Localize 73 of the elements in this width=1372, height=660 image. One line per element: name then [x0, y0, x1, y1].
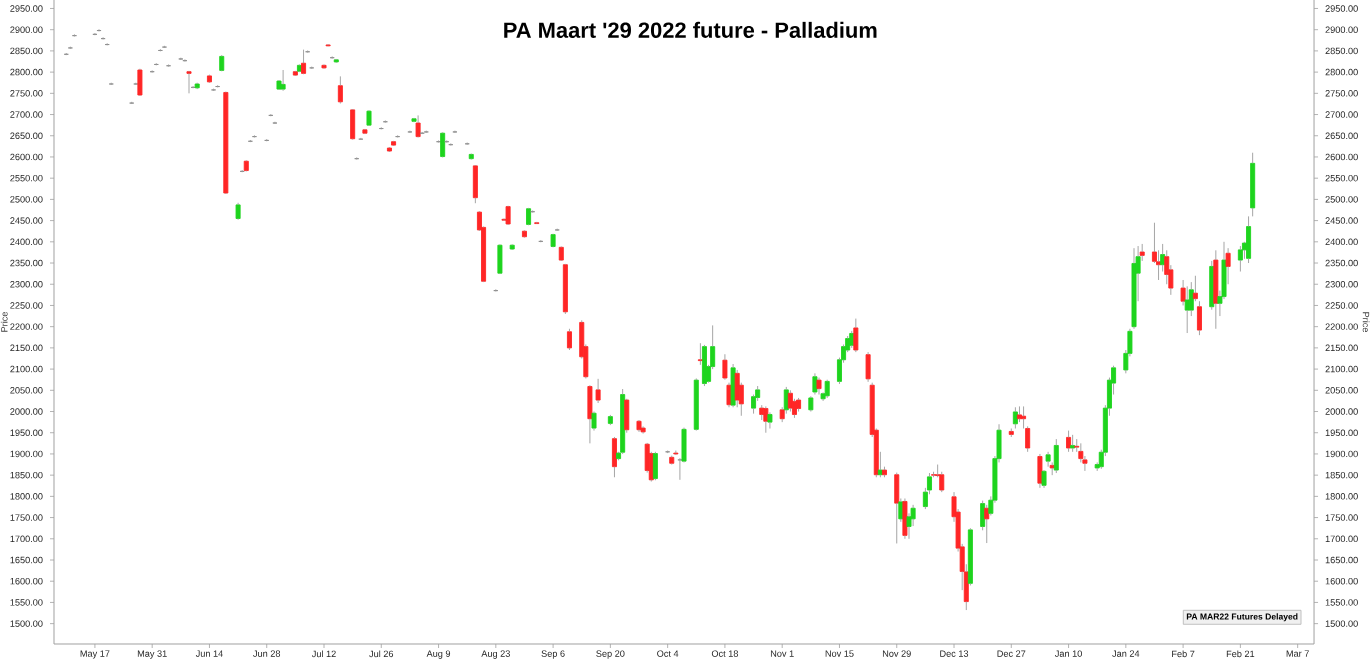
candlestick [812, 372, 818, 395]
candlestick [1164, 249, 1170, 285]
candlestick [472, 165, 478, 204]
candlestick [1221, 241, 1227, 300]
candlestick [845, 335, 851, 353]
candlestick [755, 385, 761, 402]
candlestick [280, 69, 286, 92]
candlestick [763, 405, 769, 434]
candlestick [550, 234, 556, 247]
candlestick [796, 397, 802, 412]
candlestick [509, 244, 515, 250]
candlestick [1213, 249, 1219, 330]
candlestick [607, 414, 613, 426]
candlestick [853, 318, 859, 353]
candlestick [816, 377, 822, 395]
candlestick [734, 369, 740, 408]
candlestick [1045, 451, 1051, 468]
candlestick [1070, 434, 1076, 453]
candlestick [505, 206, 511, 225]
candlestick [337, 75, 343, 104]
candlestick [366, 110, 372, 126]
candlestick [526, 208, 532, 225]
candlestick [1066, 430, 1072, 453]
candlestick [906, 512, 912, 540]
candlestick [910, 504, 916, 527]
candlestick [1225, 247, 1231, 285]
candlestick [1246, 215, 1252, 264]
candlestick [301, 49, 307, 74]
candlestick [1037, 453, 1043, 489]
candlestick [219, 55, 225, 71]
candlestick [1250, 152, 1256, 217]
candlestick [644, 443, 650, 474]
candlestick [620, 388, 626, 455]
text: PA Maart '29 2022 future - Palladium [504, 21, 877, 38]
candlestick [497, 244, 503, 274]
candlestick [1074, 438, 1080, 453]
candlestick [1078, 442, 1084, 463]
candlestick [1041, 470, 1047, 489]
candlestick [1192, 275, 1198, 302]
candlestick [722, 353, 728, 381]
candlestick [186, 71, 192, 94]
candlestick [587, 386, 593, 444]
candlestick [566, 328, 572, 351]
candlestick [787, 389, 793, 412]
candlestick [1180, 279, 1186, 306]
candlestick [206, 75, 212, 83]
candlestick [751, 394, 757, 415]
candlestick [235, 202, 241, 219]
candlestick [1025, 425, 1031, 453]
candlestick [1016, 405, 1022, 423]
candlestick [865, 351, 871, 383]
candlestick [1053, 438, 1059, 474]
candlestick [1082, 455, 1088, 472]
candlestick [350, 109, 356, 140]
candlestick [894, 472, 900, 544]
candlestick [967, 527, 973, 586]
candlestick [808, 395, 814, 412]
candlestick [624, 399, 630, 434]
candlestick [1049, 461, 1055, 476]
candlestick [137, 69, 143, 96]
candlestick [779, 406, 785, 423]
candlestick [194, 83, 200, 89]
candlestick [1196, 300, 1202, 336]
candlestick [1012, 406, 1018, 429]
candlestick [636, 420, 642, 433]
candlestick [730, 363, 736, 408]
candlestick [902, 498, 908, 540]
candlestick [767, 411, 773, 429]
candlestick [1184, 285, 1190, 334]
candlestick [1168, 264, 1174, 296]
candlestick [640, 425, 646, 435]
candlestick [1139, 243, 1145, 262]
candlestick [521, 230, 527, 238]
